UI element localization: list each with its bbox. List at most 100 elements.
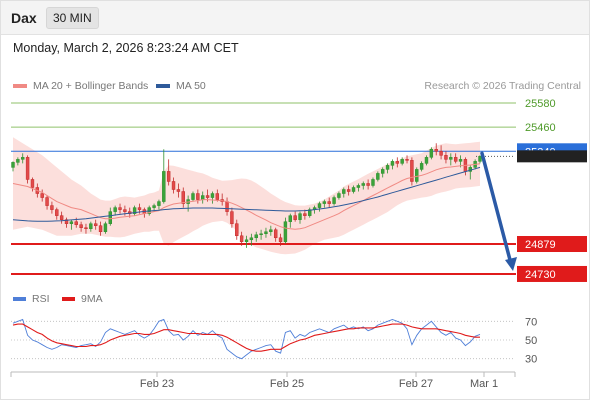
candle-body	[283, 221, 288, 243]
candle	[55, 207, 59, 220]
candle-body	[123, 209, 127, 212]
candle	[98, 221, 103, 236]
candle	[322, 199, 327, 208]
candle-body	[376, 173, 380, 180]
candle-body	[371, 179, 375, 186]
candle-body	[424, 157, 429, 164]
candle	[45, 195, 49, 210]
candle-body	[385, 165, 390, 170]
candle	[176, 183, 181, 198]
x-tick-label: Feb 25	[270, 378, 304, 390]
candle	[244, 235, 249, 248]
candle-body	[215, 193, 220, 200]
rsi-tick-label: 30	[525, 354, 537, 366]
level-tag-24879	[517, 236, 587, 253]
candle	[380, 167, 385, 178]
candle-body	[429, 149, 434, 158]
candle-body	[400, 159, 404, 164]
candle-body	[25, 157, 30, 180]
candle-body	[171, 181, 176, 190]
candle-body	[84, 227, 88, 229]
bollinger-band	[13, 137, 480, 255]
candle-body	[395, 161, 400, 164]
candle	[371, 177, 375, 188]
candle-body	[264, 231, 268, 235]
candle	[64, 217, 69, 228]
candle-body	[322, 201, 327, 204]
candle-body	[356, 185, 361, 188]
candle	[210, 191, 215, 204]
candle-body	[298, 213, 302, 220]
candle-body	[21, 157, 25, 160]
candle-body	[342, 189, 346, 194]
candle-body	[201, 195, 205, 200]
instrument-name: Dax	[11, 10, 37, 26]
candle	[132, 205, 137, 216]
ma50-line	[12, 166, 481, 222]
candle-body	[166, 171, 171, 182]
candle-body	[254, 234, 258, 239]
candle-body	[11, 162, 15, 168]
level-label-24730: 24730	[525, 269, 556, 281]
candle	[235, 219, 239, 240]
candle-body	[50, 205, 54, 210]
candle	[346, 185, 351, 196]
candle	[59, 211, 64, 224]
candle	[84, 223, 88, 234]
rsi-legend-label: 9MA	[81, 293, 103, 305]
candle-body	[89, 223, 93, 229]
candle	[269, 225, 273, 236]
candle-body	[16, 159, 20, 163]
candle	[337, 191, 341, 200]
candle	[410, 157, 414, 186]
candle-body	[346, 189, 351, 192]
candle-body	[303, 213, 307, 216]
candle	[449, 153, 453, 166]
candle	[162, 149, 166, 204]
candle-body	[439, 151, 443, 156]
candle-body	[244, 239, 249, 243]
candle-body	[157, 201, 161, 206]
candle	[439, 145, 443, 160]
candle	[249, 233, 254, 246]
candle-body	[55, 209, 59, 216]
rsi-series-9ma	[12, 323, 480, 352]
candle-body	[176, 189, 181, 192]
last-price-tag	[517, 150, 587, 163]
candle-body	[113, 207, 117, 212]
candle	[16, 157, 20, 166]
candle-body	[196, 193, 200, 200]
candle	[288, 213, 292, 228]
candle-body	[273, 229, 278, 239]
candle	[30, 177, 35, 192]
timeframe-selector[interactable]: 30 MIN	[46, 7, 99, 29]
candle-body	[351, 187, 356, 192]
rsi-tick-label: 70	[525, 316, 537, 328]
candle-body	[434, 149, 438, 152]
candle	[181, 187, 185, 208]
candle	[166, 159, 171, 186]
chart-datetime: Monday, March 2, 2026 8:23:24 AM CET	[13, 41, 239, 55]
candle-body	[40, 193, 44, 198]
candle	[69, 219, 74, 230]
candle-body	[337, 193, 341, 198]
legend-ma50-label: MA 50	[176, 80, 206, 92]
research-credit: Research © 2026 Trading Central	[424, 80, 581, 92]
candle-body	[79, 224, 83, 228]
candle-body	[45, 197, 49, 206]
level-label-24879: 24879	[525, 239, 556, 251]
candle-body	[415, 169, 419, 182]
candle-body	[361, 183, 365, 186]
candle	[356, 183, 361, 192]
candle	[419, 161, 424, 172]
candle-body	[69, 221, 74, 224]
candle	[400, 157, 404, 166]
candle	[453, 153, 458, 164]
candle	[434, 143, 438, 156]
candle	[113, 205, 117, 216]
candle	[283, 217, 288, 244]
candle	[361, 181, 365, 190]
candle	[50, 201, 54, 214]
candle	[103, 221, 108, 234]
